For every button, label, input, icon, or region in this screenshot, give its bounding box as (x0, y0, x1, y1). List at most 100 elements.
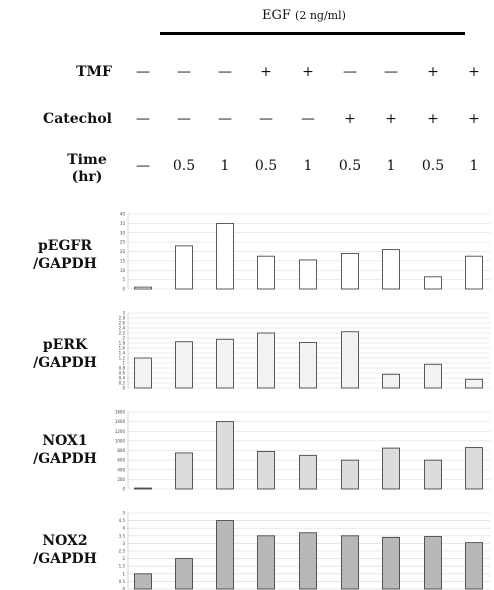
bar (424, 276, 442, 290)
condition-cell: — (218, 111, 232, 127)
y-tick-label: 1.4 (119, 351, 126, 356)
y-tick-label: 5 (122, 511, 125, 516)
bar (216, 421, 234, 490)
panel-label: pEGFR/GAPDH (10, 237, 120, 273)
y-tick-label: 5 (122, 277, 125, 282)
condition-cell: + (385, 111, 397, 127)
panel-label-line2: /GAPDH (33, 551, 97, 567)
bar (257, 451, 275, 490)
time-label: Time (hr) (62, 152, 112, 186)
condition-cell: + (427, 64, 439, 80)
chart-panel: 0 5 10 15 20 25 30 35 40 (120, 212, 490, 292)
panel-label-line1: pERK (42, 337, 88, 353)
condition-cell: — (177, 111, 191, 127)
condition-cell: — (301, 111, 315, 127)
y-tick-label: 800 (117, 448, 125, 453)
chart-panel: 0 200 400 600 800 1000 1200 1400 1600 (115, 410, 490, 492)
y-tick-label: 15 (120, 258, 126, 263)
time-cell: 1 (386, 158, 396, 174)
y-tick-label: 3 (122, 311, 125, 316)
y-tick-label: 1000 (115, 438, 126, 443)
condition-cell: — (136, 111, 150, 127)
panel-label: NOX1/GAPDH (10, 432, 120, 468)
y-tick-label: 600 (117, 458, 125, 463)
y-tick-label: 3.5 (119, 533, 126, 538)
y-tick-label: 10 (120, 268, 126, 273)
egf-label: EGF (262, 8, 291, 23)
bar (382, 536, 400, 590)
bar (134, 487, 152, 490)
panel-label-line2: /GAPDH (33, 355, 97, 371)
bar (216, 222, 234, 290)
y-tick-label: 2.5 (119, 549, 126, 554)
y-tick-label: 0 (122, 487, 125, 492)
panel-label-line2: /GAPDH (33, 451, 97, 467)
y-tick-label: 1600 (115, 410, 126, 415)
condition-cell: — (384, 64, 398, 80)
y-tick-label: 0 (122, 287, 125, 292)
y-tick-label: 0.4 (119, 376, 126, 381)
time-cell: 1 (303, 158, 313, 174)
condition-cell: + (468, 64, 480, 80)
y-tick-label: 2.2 (119, 331, 126, 336)
y-tick-label: 35 (120, 221, 126, 226)
y-tick-label: 4.5 (119, 518, 126, 523)
bar (465, 447, 483, 490)
time-cell: 0.5 (172, 158, 196, 174)
bar (424, 459, 442, 490)
y-tick-label: 2.4 (119, 326, 126, 331)
y-tick-label: 0.6 (119, 371, 126, 376)
bar (175, 341, 193, 389)
y-tick-label: 2.8 (119, 316, 126, 321)
bar (341, 331, 359, 389)
condition-cell: + (302, 64, 314, 80)
bar (257, 535, 275, 590)
time-cell: 1 (220, 158, 230, 174)
y-tick-label: 1 (122, 571, 125, 576)
egf-header: EGF (2 ng/ml) (262, 8, 346, 23)
time-label-line2: (hr) (71, 169, 103, 185)
bar (424, 536, 442, 590)
bar (465, 542, 483, 590)
y-tick-label: 1.2 (119, 356, 126, 361)
condition-cell: + (344, 111, 356, 127)
condition-label-catechol: Catechol (43, 111, 112, 127)
bar (216, 520, 234, 590)
bar (424, 363, 442, 389)
y-tick-label: 0.5 (119, 579, 126, 584)
y-tick-label: 2 (122, 336, 125, 341)
y-tick-label: 1400 (115, 419, 126, 424)
y-tick-label: 0.2 (119, 381, 126, 386)
panel-label: NOX2/GAPDH (10, 532, 120, 568)
chart-panel: 0 0.5 1 1.5 2 2.5 3 3.5 4 4.5 5 (119, 511, 490, 590)
panel-label-line1: pEGFR (38, 238, 92, 254)
egf-treatment-bar (160, 32, 465, 35)
panel-label-line1: NOX1 (42, 433, 88, 449)
bar (341, 535, 359, 590)
condition-label-tmf: TMF (76, 64, 112, 80)
condition-cell: — (218, 64, 232, 80)
bar (382, 447, 400, 490)
condition-cell: + (468, 111, 480, 127)
condition-cell: + (260, 64, 272, 80)
bar (299, 532, 317, 590)
bar (134, 286, 152, 290)
y-tick-label: 2.6 (119, 321, 126, 326)
y-tick-label: 1.6 (119, 346, 126, 351)
time-cell: 0.5 (421, 158, 445, 174)
bar (465, 378, 483, 389)
y-tick-label: 4 (122, 526, 125, 531)
bar (341, 459, 359, 490)
bar (134, 357, 152, 389)
time-cell: — (136, 158, 150, 174)
y-tick-label: 400 (117, 467, 125, 472)
condition-cell: — (177, 64, 191, 80)
condition-cell: — (136, 64, 150, 80)
y-tick-label: 40 (120, 212, 126, 217)
panel-label: pERK/GAPDH (10, 336, 120, 372)
bar (465, 255, 483, 290)
y-tick-label: 30 (120, 230, 126, 235)
panel-label-line1: NOX2 (42, 533, 88, 549)
y-tick-label: 1200 (115, 429, 126, 434)
